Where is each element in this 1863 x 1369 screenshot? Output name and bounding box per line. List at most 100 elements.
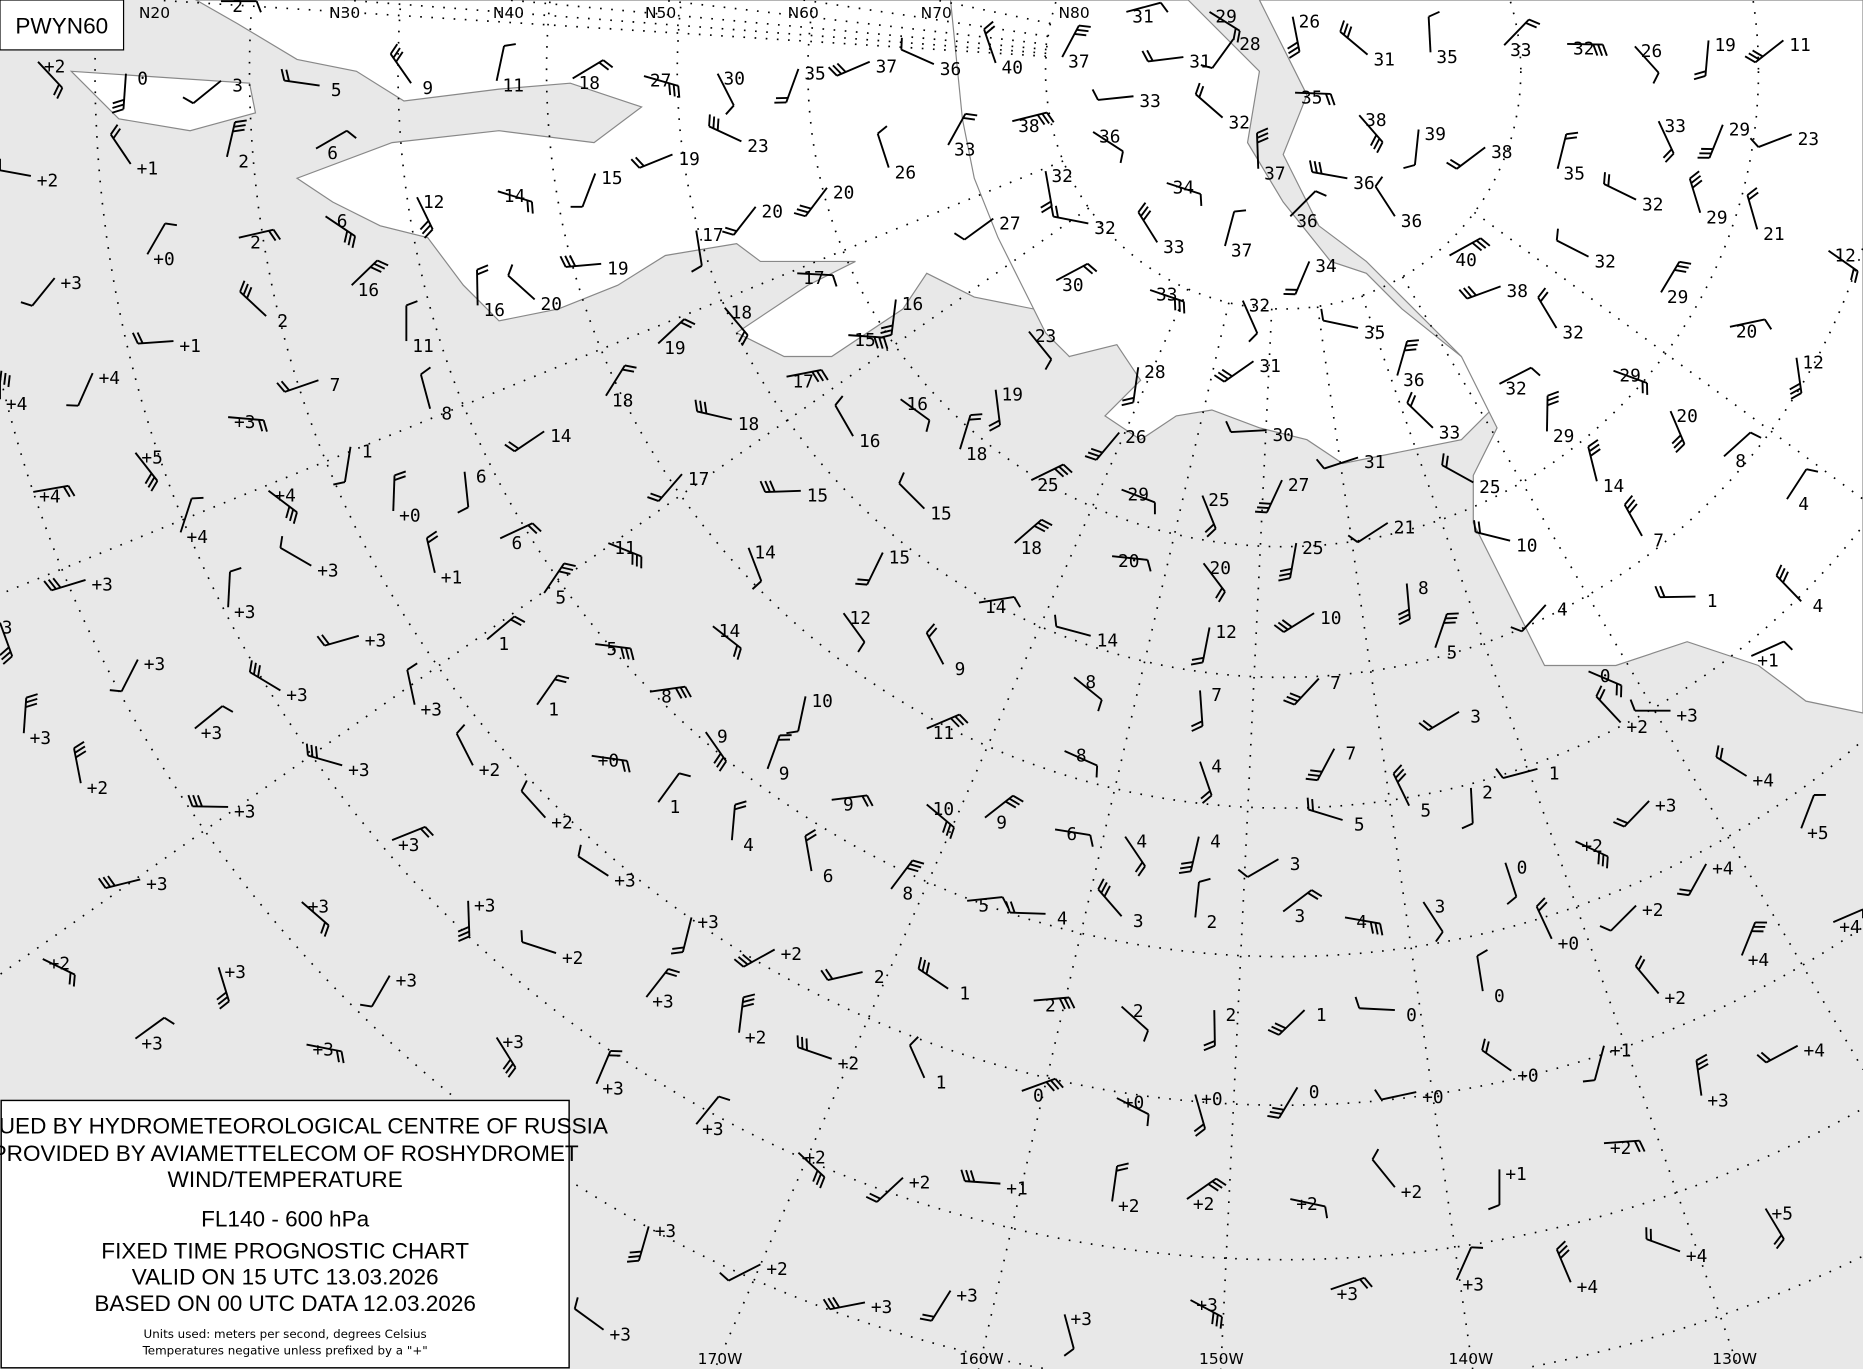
wind-barb [855,552,884,586]
temperature-label: 8 [441,403,452,424]
temperature-label: +3 [365,630,386,651]
wind-barb [643,75,681,98]
wind-barb [316,634,360,647]
wind-barb [267,490,298,524]
bottom-meridian-label: 170W [698,1350,743,1368]
temperature-label: 1 [498,634,509,655]
wind-barb [33,484,76,498]
temperature-label: 17 [803,268,824,289]
temperature-label: 16 [484,300,505,321]
wind-barb [1434,612,1459,648]
temperature-label: 5 [331,80,342,101]
temperature-label: +3 [398,835,419,856]
temperature-label: 20 [1676,406,1697,427]
wind-barb [1126,1,1169,13]
temperature-label: 29 [1553,426,1574,447]
top-meridian-label: N20 [139,4,170,22]
wind-barb [1392,764,1410,807]
wind-barb [630,153,673,169]
temperature-label: +3 [1463,1275,1484,1296]
temperature-label: +1 [1610,1040,1631,1061]
temperature-label: +2 [479,760,500,781]
temperature-label: 4 [1356,912,1367,933]
meridian-line [1473,211,1863,500]
wind-barb [1190,627,1211,666]
temperature-label: 2 [1045,995,1056,1016]
temperature-label: +3 [144,654,165,675]
wind-barb [1422,901,1444,943]
temperature-label: 30 [1062,275,1083,296]
temperature-label: +3 [201,723,222,744]
meridian-line [1401,276,1863,1070]
wind-barb [786,696,807,735]
temperature-label: 20 [1736,321,1757,342]
wind-barb [1120,1005,1149,1042]
top-meridian-labels: N20 N30 N40 N50 N60 N70 N80 [139,4,1090,22]
temperature-label: 4 [1057,909,1068,930]
temperature-label: 23 [1798,129,1819,150]
temperature-label: 14 [719,621,740,642]
wind-barb [1201,495,1217,538]
temperature-label: 2 [250,232,261,253]
wind-barb [1374,1089,1417,1101]
temperature-label: +4 [187,527,208,548]
temperature-label: +3 [697,912,718,933]
wind-barb [179,496,204,533]
temperature-label: +0 [1517,1065,1538,1086]
temperature-label: 5 [1447,642,1458,663]
wind-barb [226,119,247,158]
wind-barb [1209,11,1241,43]
wind-barb [834,395,854,437]
wind-barb [1330,1276,1373,1291]
wind-barb [1050,204,1089,225]
wind-barb [1461,787,1474,830]
chart-id-box: PWYN60 [0,0,125,51]
temperature-label: 36 [1296,211,1317,232]
wind-barb [187,794,229,808]
wind-barb [876,125,890,168]
wind-barb [389,43,412,84]
wind-barb [1149,289,1186,314]
temperature-label: +3 [1337,1284,1358,1305]
temperature-label: 35 [804,64,825,85]
wind-barb [109,659,139,693]
wind-barb [1746,187,1759,230]
wind-barb [1503,18,1541,46]
temperature-label: +2 [49,954,70,975]
wind-barb [1832,908,1863,924]
temperature-label: +2 [44,56,65,77]
wind-barb [1339,20,1369,56]
wind-barb [774,68,800,104]
temperature-label: +3 [234,602,255,623]
temperature-label: 14 [1097,630,1118,651]
wind-barb [1141,49,1184,63]
temperature-label: 32 [1094,218,1115,239]
temperature-label: 8 [1076,746,1087,767]
wind-barb [333,446,352,486]
wind-barb [279,535,312,567]
wind-barb [738,993,756,1033]
temperature-label: 32 [1562,323,1583,344]
wind-barb [1344,916,1384,936]
temperature-label: 3 [2,617,13,638]
temperature-label: +4 [6,394,27,415]
temperature-label: 20 [1209,558,1230,579]
temperature-label: 2 [874,967,885,988]
temperature-label: 36 [1401,211,1422,232]
wind-barb [865,1176,904,1203]
temperature-label: 2 [277,311,288,332]
temperature-label: 12 [1834,245,1855,266]
wind-barb [1371,1148,1396,1188]
wind-barb [1005,901,1046,915]
wind-barb [1397,583,1411,626]
wind-barb [1347,522,1389,544]
temperature-label: 3 [1133,911,1144,932]
wind-barb [1481,1038,1512,1072]
temperature-label: +0 [1422,1087,1443,1108]
wind-barb [577,844,609,877]
temperature-label: +3 [503,1032,524,1053]
wind-barb [455,724,474,766]
temperature-label: 1 [548,699,559,720]
temperature-label: 7 [1330,673,1341,694]
